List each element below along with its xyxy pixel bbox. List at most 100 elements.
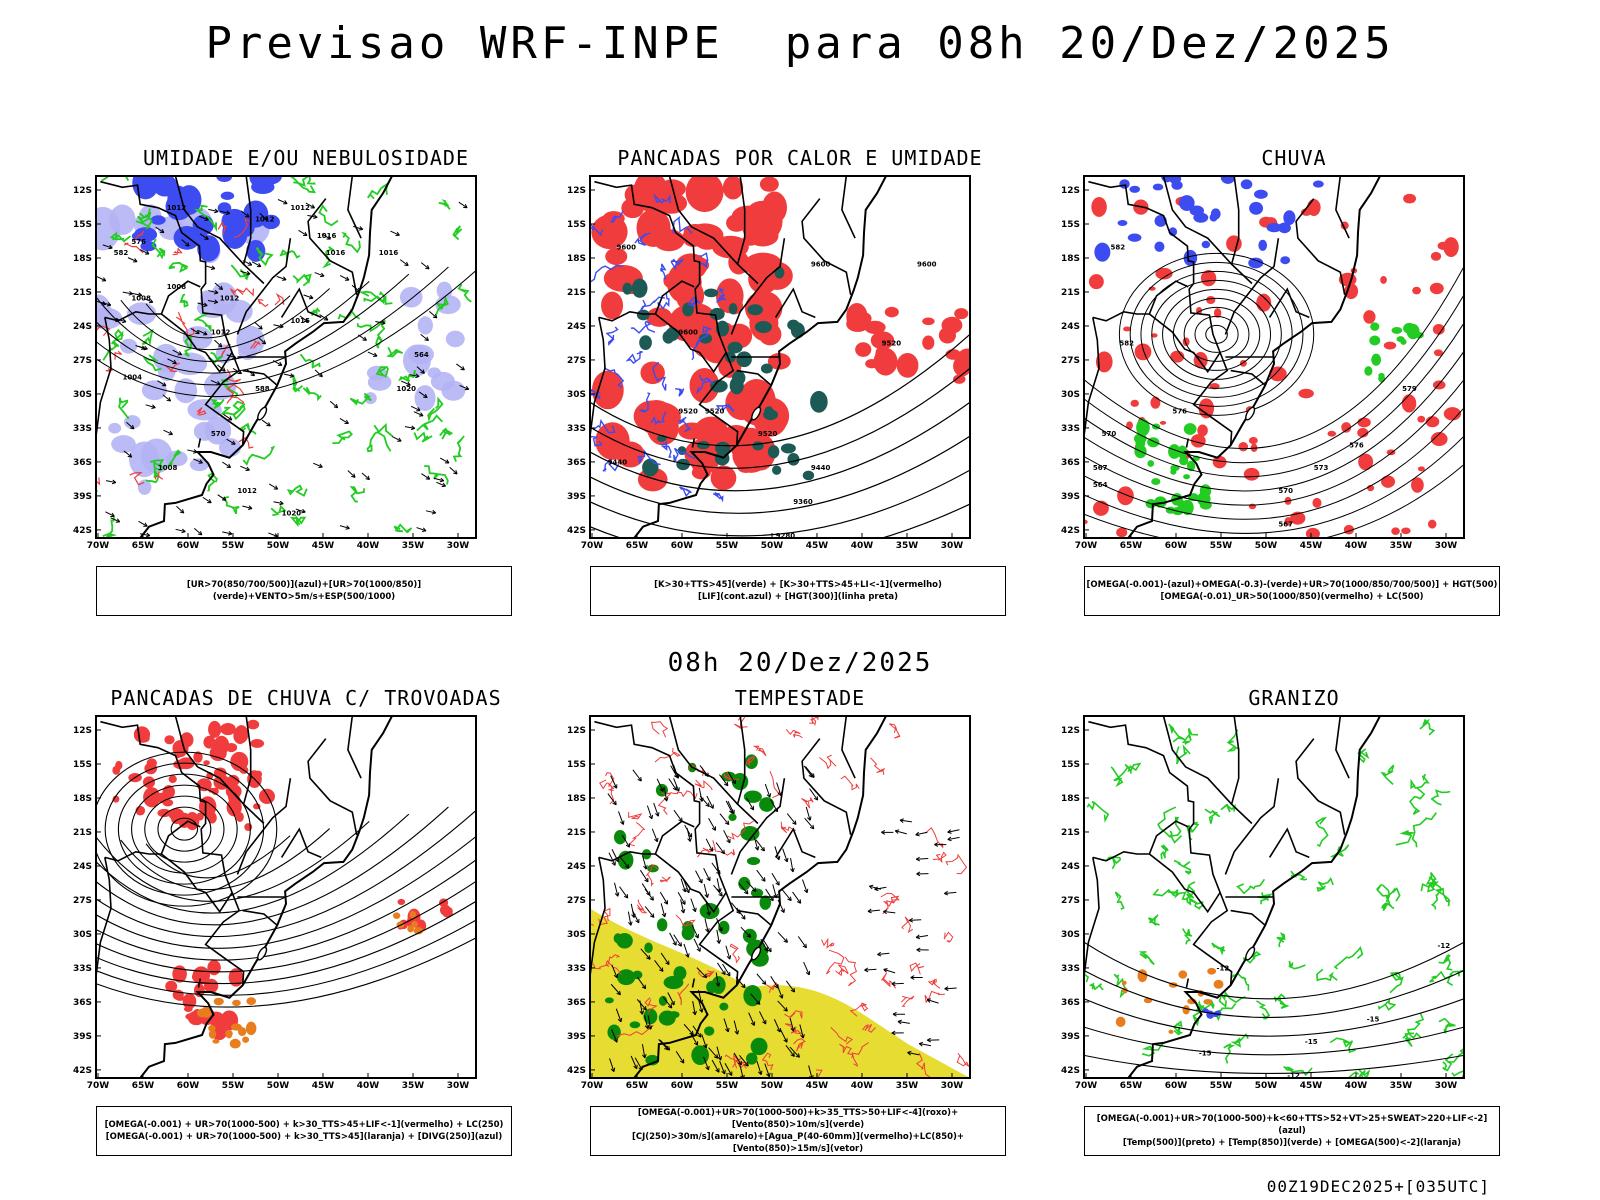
- wind-vector-head: [203, 302, 208, 308]
- wind-vector-head: [704, 893, 710, 898]
- contour-line: [290, 514, 307, 528]
- wind-vector: [715, 972, 720, 987]
- lon-tick-label: 60W: [1165, 1081, 1188, 1091]
- wind-vector-head: [101, 277, 107, 282]
- field-patch: [1119, 179, 1130, 189]
- contour-line: [1223, 1043, 1236, 1064]
- wind-vector-head: [207, 499, 212, 504]
- wind-vector-head: [108, 244, 113, 250]
- wind-vector: [439, 457, 450, 464]
- field-patch: [1238, 442, 1249, 452]
- field-patch: [1177, 445, 1188, 459]
- lon-tick-label: 65W: [1120, 1081, 1143, 1091]
- wind-vector-head: [197, 531, 203, 536]
- contour-value-label: 1020: [396, 385, 416, 393]
- wind-vector: [708, 818, 716, 831]
- wind-vector: [763, 939, 772, 953]
- wind-vector-head: [344, 419, 349, 425]
- contour-line: [1402, 1032, 1415, 1048]
- temp500-contour: [1084, 941, 1464, 1000]
- wind-vector-head: [670, 1000, 675, 1006]
- contour-line: [821, 937, 835, 949]
- wind-vector-head: [137, 292, 143, 298]
- streamline: [96, 266, 449, 386]
- lat-tick-label: 36S: [73, 998, 92, 1008]
- political-border: [242, 716, 265, 825]
- wind-vector: [176, 505, 185, 514]
- contour-line: [117, 397, 130, 420]
- streamline: [96, 919, 476, 996]
- contour-line: [340, 231, 361, 254]
- field-patch: [613, 933, 623, 944]
- wind-vector: [686, 827, 691, 842]
- contour-line: [1152, 888, 1180, 899]
- field-patch: [1210, 208, 1221, 220]
- wind-vector-head: [127, 453, 133, 458]
- field-patch: [738, 876, 751, 891]
- contour-line: [1168, 723, 1187, 743]
- contour-line: [102, 340, 120, 361]
- wind-vector-head: [894, 829, 900, 834]
- wind-vector: [251, 261, 262, 268]
- lat-tick-label: 24S: [1061, 322, 1080, 332]
- wind-vector-head: [143, 345, 148, 351]
- wind-vector-head: [216, 380, 221, 386]
- wind-vector: [755, 839, 765, 852]
- field-patch: [200, 290, 214, 306]
- wind-vector: [135, 345, 146, 350]
- field-patch: [164, 735, 175, 745]
- contour-value-label: 588: [255, 385, 270, 393]
- wind-vector: [639, 869, 649, 883]
- contour-line: [1101, 856, 1122, 870]
- wind-vector: [785, 980, 795, 993]
- isoline: [144, 795, 225, 863]
- wind-vector: [641, 883, 651, 896]
- political-border: [1162, 716, 1233, 805]
- wind-vector-head: [915, 934, 921, 940]
- field-patch: [1121, 980, 1127, 986]
- lat-tick-label: 18S: [1061, 794, 1080, 804]
- field-patch: [399, 286, 423, 308]
- streamline: [145, 835, 291, 879]
- field-patch: [119, 338, 138, 354]
- contour-line: [135, 211, 153, 230]
- field-patch: [203, 735, 216, 749]
- field-patch: [258, 788, 275, 805]
- field-patch: [760, 363, 773, 374]
- contour-line: [1182, 928, 1193, 945]
- wind-vector: [673, 934, 682, 947]
- field-patch: [1116, 527, 1128, 538]
- lon-tick-label: 40W: [851, 1081, 874, 1091]
- lat-tick-label: 12S: [1061, 726, 1080, 736]
- wind-vector: [704, 918, 709, 933]
- wind-vector: [420, 262, 430, 270]
- panel-legend: [OMEGA(-0.001)-(azul)+OMEGA(-0.3)-(verde…: [1084, 566, 1500, 616]
- political-border: [1268, 287, 1310, 319]
- field-patch: [407, 344, 434, 365]
- wind-vector: [869, 885, 882, 890]
- contour-line: [1385, 887, 1401, 907]
- wind-vector: [162, 394, 171, 402]
- plot-frame: [1083, 715, 1465, 1079]
- contour-line: [1211, 942, 1226, 956]
- lon-tick-label: 50W: [1255, 541, 1278, 551]
- field-patch: [441, 906, 453, 916]
- lat-tick-label: 24S: [567, 322, 586, 332]
- field-patch: [1134, 343, 1152, 361]
- contour-value-label: 570: [1278, 487, 1293, 495]
- field-patch: [1283, 210, 1296, 226]
- wind-vector-head: [767, 947, 772, 953]
- contour-line: [784, 1023, 803, 1035]
- wind-vector: [675, 1051, 685, 1064]
- political-border: [1224, 778, 1280, 875]
- wind-vector-head: [439, 477, 445, 483]
- wind-vector: [214, 339, 223, 348]
- field-patch: [409, 910, 417, 919]
- contour-line: [1438, 1017, 1456, 1034]
- lat-tick-label: 24S: [1061, 862, 1080, 872]
- field-patch: [445, 330, 465, 348]
- isoline: [1162, 288, 1272, 380]
- wind-vector: [756, 869, 766, 882]
- contour-value-label: 9600: [917, 261, 937, 269]
- wind-vector-head: [649, 913, 655, 918]
